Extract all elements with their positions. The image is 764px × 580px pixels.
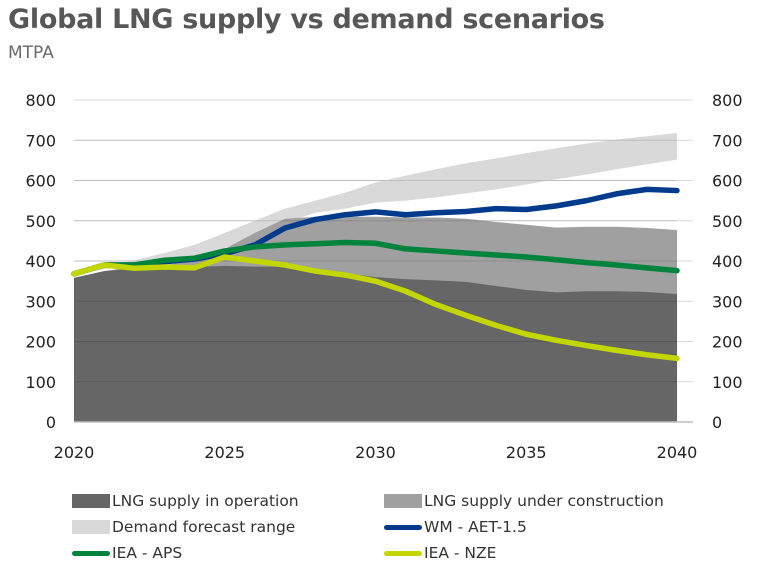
y-tick-label: 600 [25,172,56,191]
legend-label: IEA - NZE [424,544,497,562]
legend-item-supply-operation: LNG supply in operation [72,492,299,510]
legend-item-demand-range: Demand forecast range [72,518,295,536]
chart-plot: 0 0 100 100 200 200 300 300 400 400 500 500 600 600 70… [25,91,742,462]
y2-tick-label: 100 [712,373,743,392]
y2-tick-label: 300 [712,292,743,311]
legend-swatch [384,494,422,508]
x-tick-label: 2020 [54,443,95,462]
x-tick-label: 2035 [506,443,547,462]
legend-label: LNG supply under construction [424,492,664,510]
iea-nze-line [71,254,680,362]
legend-label: LNG supply in operation [112,492,299,510]
iea-aps-line [71,239,680,277]
y-tick-label: 500 [25,212,56,231]
y2-tick-label: 0 [712,413,722,432]
area-layers [74,133,677,422]
legend-item-iea-nze: IEA - NZE [384,544,496,562]
y2-tick-label: 500 [712,212,743,231]
y-tick-label: 100 [25,373,56,392]
legend-label: IEA - APS [112,544,183,562]
legend-swatch [384,524,422,530]
y2-tick-label: 800 [712,91,743,110]
supply-in-operation-area [74,265,677,422]
x-tick-label: 2025 [204,443,245,462]
x-tick-label: 2030 [355,443,396,462]
y-tick-label: 700 [25,131,56,150]
y2-tick-label: 600 [712,172,743,191]
chart-title: Global LNG supply vs demand scenarios [8,4,605,35]
y-tick-label: 0 [46,413,56,432]
legend-swatch [72,520,110,534]
legend-item-iea-aps: IEA - APS [72,544,182,562]
legend-swatch [72,550,110,556]
line-series [71,186,680,362]
y-tick-label: 400 [25,252,56,271]
legend-label: WM - AET-1.5 [424,518,527,536]
y2-tick-label: 700 [712,131,743,150]
y-tick-label: 800 [25,91,56,110]
y2-tick-label: 400 [712,252,743,271]
demand-forecast-range-area [74,133,677,276]
chart-subtitle: MTPA [8,43,54,63]
legend-item-wm-aet: WM - AET-1.5 [384,518,527,536]
legend-label: Demand forecast range [112,518,296,536]
y-tick-label: 300 [25,292,56,311]
legend-item-supply-construction: LNG supply under construction [384,492,664,510]
legend-swatch [72,494,110,508]
y2-tick-label: 200 [712,333,743,352]
axes: 0 0 100 100 200 200 300 300 400 400 500 500 600 600 70… [25,91,742,462]
x-tick-label: 2040 [657,443,698,462]
y-tick-label: 200 [25,333,56,352]
legend-swatch [384,550,422,556]
